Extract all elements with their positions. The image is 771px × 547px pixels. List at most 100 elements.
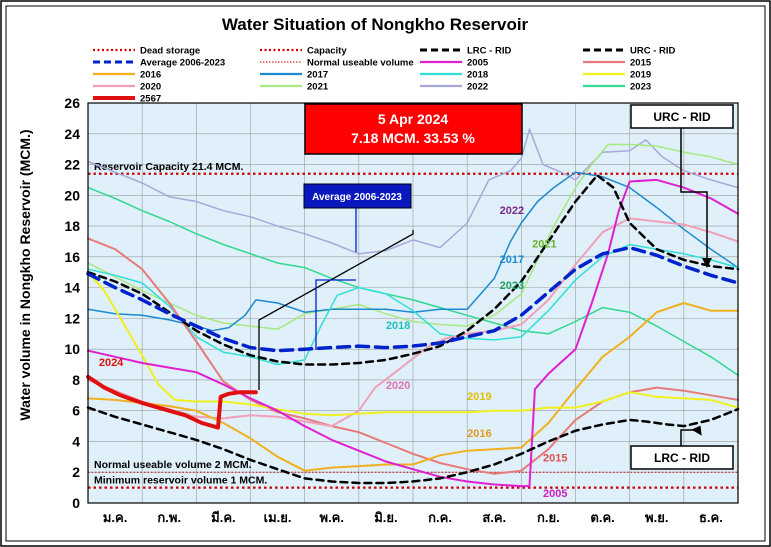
- series-2016: [87, 302, 739, 472]
- callout-2567: 5 Apr 2024 7.18 MCM. 33.53 %: [258, 103, 523, 390]
- y-tick-label: 6: [72, 403, 80, 419]
- callout-urc: URC - RID: [630, 104, 734, 268]
- grid: [88, 103, 738, 503]
- y-tick-label: 24: [64, 126, 80, 142]
- callout-urc-leader: [680, 128, 708, 262]
- y-tick-label: 22: [64, 157, 80, 173]
- callout-lrc: LRC - RID: [630, 425, 734, 470]
- legend-label: Capacity: [307, 46, 347, 57]
- y-tick-label: 10: [64, 341, 80, 357]
- x-tick-label: ม.ค.: [103, 510, 128, 525]
- legend-label: 2021: [307, 82, 329, 93]
- ref-label-dead-storage: Minimum reservoir volume 1 MCM.: [94, 475, 267, 487]
- series-label-2021: 2021: [532, 239, 556, 251]
- series-2018: [87, 243, 739, 366]
- x-tick-label: ธ.ค.: [699, 510, 723, 525]
- legend-label: 2016: [140, 70, 161, 81]
- series-2567: [86, 374, 258, 430]
- series-average-2006-2023: [86, 245, 740, 353]
- series-label-2019: 2019: [467, 391, 491, 403]
- series-label-2017: 2017: [500, 254, 524, 266]
- callout-average: Average 2006-2023: [303, 183, 412, 350]
- callout-urc-arrow: [702, 258, 712, 268]
- series-lines: [86, 128, 740, 488]
- series-2020: [87, 217, 739, 428]
- series-label-2023: 2023: [500, 280, 524, 292]
- series-2023: [87, 186, 739, 377]
- callout-lrc-arrow: [691, 425, 702, 436]
- inner-border: [5, 5, 766, 542]
- legend-label: URC - RID: [630, 46, 676, 57]
- callout-average-leader-2: [315, 279, 356, 350]
- y-tick-label: 16: [64, 249, 80, 265]
- callout-average-box: [303, 183, 412, 209]
- series-2019: [87, 271, 739, 417]
- y-tick-label: 20: [64, 187, 80, 203]
- ref-label-capacity: Reservoir Capacity 21.4 MCM.: [94, 161, 243, 173]
- y-tick-label: 4: [72, 433, 80, 449]
- callout-urc-box: [630, 104, 734, 129]
- legend-label: 2015: [630, 58, 652, 69]
- legend-label: 2023: [630, 82, 651, 93]
- legend-label: LRC - RID: [467, 46, 511, 57]
- x-tick-label: ก.ค.: [428, 510, 452, 525]
- series-label-2022: 2022: [500, 205, 524, 217]
- series-label-2005: 2005: [543, 488, 567, 500]
- series-label-2015: 2015: [543, 452, 567, 464]
- x-tick-labels: ม.ค. ก.พ. มี.ค. เม.ย. พ.ค. มิ.ย. ก.ค. ส.ค. ก.ย. ต…: [103, 510, 723, 525]
- callout-2567-date: 5 Apr 2024: [378, 111, 449, 127]
- legend-label: 2017: [307, 70, 328, 81]
- x-tick-label: เม.ย.: [264, 510, 292, 525]
- x-tick-label: ก.ย.: [537, 510, 560, 525]
- legend-label: Normal useable volume: [307, 58, 414, 69]
- legend-label: Dead storage: [140, 46, 200, 57]
- legend-label: 2018: [467, 70, 488, 81]
- callout-lrc-leader: [680, 429, 695, 446]
- series-urc-rid: [86, 174, 740, 366]
- y-tick-label: 14: [64, 280, 80, 296]
- reference-lines: Reservoir Capacity 21.4 MCM. Normal useab…: [88, 161, 738, 489]
- legend-label: 2022: [467, 82, 488, 93]
- chart-title: Water Situation of Nongkho Reservoir: [222, 15, 529, 34]
- callout-2567-box: [304, 103, 523, 155]
- series-2021: [87, 143, 739, 330]
- series-label-2020: 2020: [386, 380, 410, 392]
- legend-box: [88, 42, 738, 102]
- x-tick-label: ต.ค.: [590, 510, 614, 525]
- plot-border: [87, 102, 739, 504]
- y-tick-label: 26: [64, 95, 80, 111]
- callout-average-text: Average 2006-2023: [312, 192, 402, 203]
- y-tick-label: 18: [64, 218, 80, 234]
- y-tick-label: 8: [72, 372, 80, 388]
- legend-label: 2019: [630, 70, 651, 81]
- legend-label: 2020: [140, 82, 161, 93]
- legend: Dead storage Capacity LRC - RID URC - RID Av…: [88, 42, 738, 105]
- x-tick-label: มี.ค.: [211, 510, 236, 525]
- x-tick-label: มิ.ย.: [374, 510, 397, 525]
- series-label-2018: 2018: [386, 320, 410, 332]
- series-labels: 2022 2021 2017 2023 2018 2020 2019 2016 2015 2005…: [99, 205, 568, 500]
- callout-2567-leader: [258, 230, 414, 390]
- series-2005: [87, 178, 739, 488]
- callout-lrc-box: [630, 445, 734, 470]
- x-tick-label: ส.ค.: [482, 510, 506, 525]
- legend-label: 2567: [140, 94, 161, 105]
- x-tick-label: ก.พ.: [157, 510, 181, 525]
- callout-2567-value: 7.18 MCM. 33.53 %: [351, 130, 475, 146]
- series-2017: [87, 171, 739, 332]
- series-label-2024: 2024: [99, 357, 124, 369]
- series-label-2016: 2016: [467, 428, 491, 440]
- y-tick-label: 12: [64, 310, 80, 326]
- series-2022: [87, 128, 739, 255]
- legend-label: 2005: [467, 58, 489, 69]
- y-tick-label: 0: [72, 495, 80, 511]
- x-tick-label: พ.ย.: [645, 510, 668, 525]
- x-tick-label: พ.ค.: [320, 510, 345, 525]
- series-lrc-rid: [86, 406, 740, 485]
- legend-label: Average 2006-2023: [140, 58, 225, 69]
- callout-lrc-text: LRC - RID: [654, 451, 710, 465]
- y-axis-label: Water volume in Nongkho Reservoir (MCM.): [17, 129, 33, 420]
